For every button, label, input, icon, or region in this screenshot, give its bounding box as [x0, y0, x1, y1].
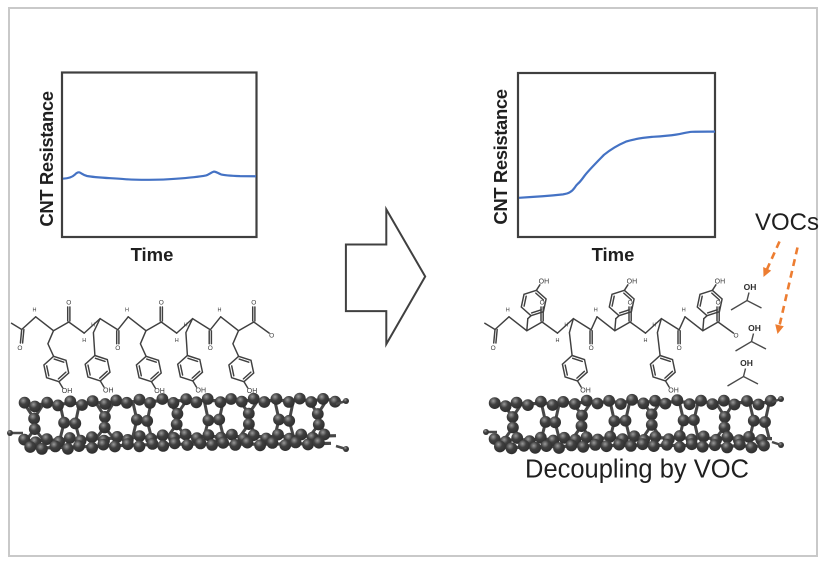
svg-text:O: O — [208, 345, 213, 352]
svg-text:O: O — [540, 300, 545, 307]
svg-text:O: O — [269, 333, 274, 340]
svg-text:H: H — [644, 338, 648, 344]
svg-text:H: H — [91, 323, 95, 329]
svg-text:O: O — [589, 345, 594, 352]
svg-text:H: H — [556, 338, 560, 344]
svg-text:H: H — [682, 307, 686, 313]
svg-text:H: H — [184, 323, 188, 329]
svg-text:H: H — [125, 307, 129, 313]
svg-text:O: O — [251, 300, 256, 307]
svg-text:OH: OH — [715, 278, 726, 285]
svg-text:OH: OH — [247, 388, 258, 395]
svg-text:OH: OH — [744, 282, 757, 292]
svg-text:H: H — [564, 323, 568, 329]
svg-text:H: H — [175, 338, 179, 344]
svg-text:OH: OH — [196, 387, 207, 394]
svg-text:H: H — [218, 307, 222, 313]
svg-text:O: O — [491, 345, 496, 352]
svg-text:OH: OH — [668, 387, 679, 394]
svg-text:OH: OH — [154, 388, 165, 395]
svg-text:H: H — [594, 307, 598, 313]
svg-text:O: O — [159, 300, 164, 307]
svg-text:H: H — [506, 307, 510, 313]
svg-text:O: O — [716, 300, 721, 307]
svg-text:O: O — [17, 345, 22, 352]
svg-text:OH: OH — [62, 388, 73, 395]
svg-text:O: O — [733, 333, 738, 340]
svg-text:O: O — [628, 300, 633, 307]
svg-text:OH: OH — [103, 387, 114, 394]
svg-text:OH: OH — [748, 323, 761, 333]
svg-text:OH: OH — [627, 278, 638, 285]
svg-text:OH: OH — [580, 387, 591, 394]
svg-text:H: H — [33, 307, 37, 313]
svg-text:OH: OH — [740, 358, 753, 368]
svg-text:H: H — [82, 338, 86, 344]
svg-text:H: H — [652, 323, 656, 329]
svg-text:OH: OH — [539, 278, 550, 285]
svg-text:O: O — [66, 300, 71, 307]
svg-text:O: O — [677, 345, 682, 352]
svg-text:O: O — [115, 345, 120, 352]
